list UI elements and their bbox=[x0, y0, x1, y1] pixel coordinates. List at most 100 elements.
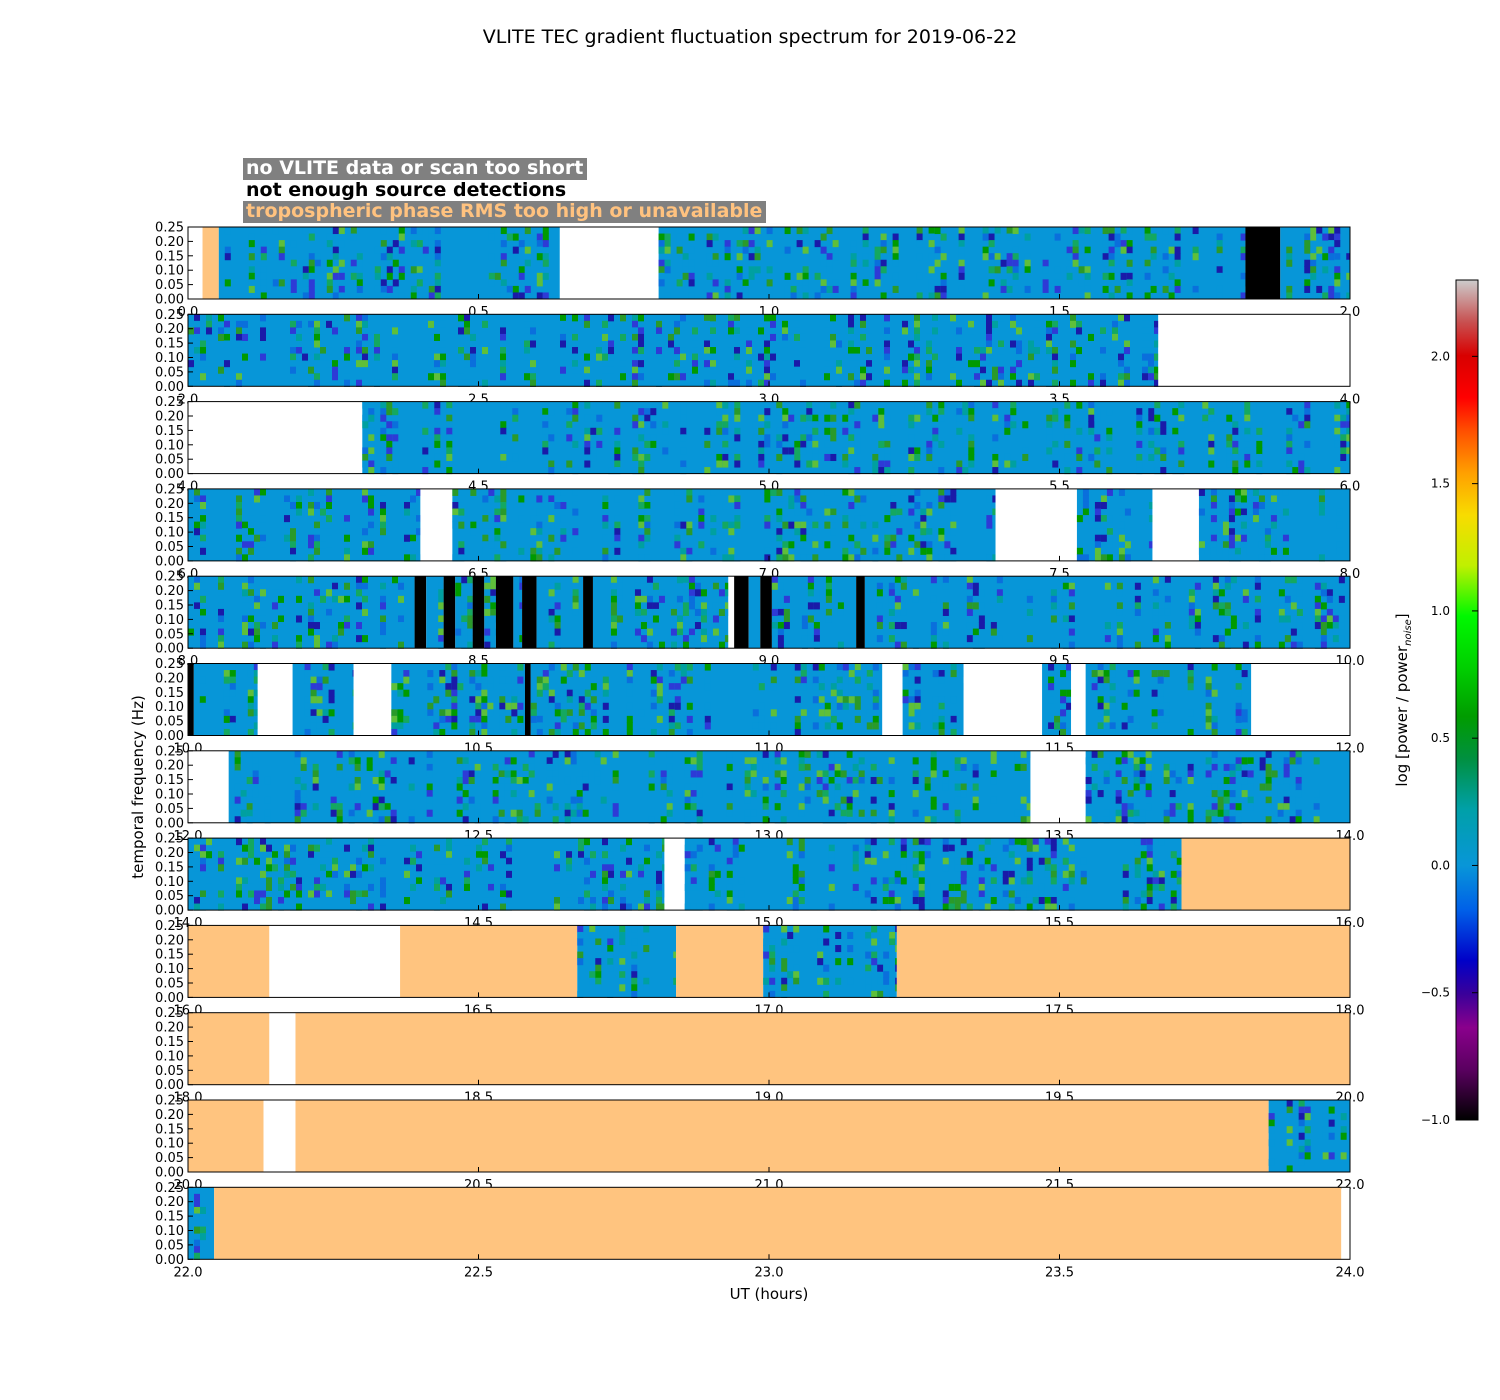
spectrum-cell bbox=[582, 770, 589, 778]
spectrum-cell bbox=[484, 582, 491, 590]
spectrum-cell bbox=[1270, 541, 1277, 549]
spectrum-cell bbox=[682, 582, 689, 590]
spectrum-cell bbox=[1336, 521, 1343, 529]
spectrum-cell bbox=[894, 883, 901, 891]
spectrum-cell bbox=[638, 554, 645, 562]
spectrum-cell bbox=[932, 327, 938, 335]
spectrum-cell bbox=[304, 728, 311, 736]
spectrum-cell bbox=[1010, 421, 1017, 429]
spectrum-cell bbox=[712, 259, 719, 267]
spectrum-cell bbox=[700, 589, 707, 597]
spectrum-cell bbox=[368, 547, 374, 555]
spectrum-cell bbox=[403, 715, 410, 723]
spectrum-cell bbox=[706, 259, 713, 267]
spectrum-cell bbox=[1028, 353, 1034, 361]
spectrum-cell bbox=[440, 360, 446, 368]
spectrum-cell bbox=[242, 320, 248, 328]
spectrum-cell bbox=[1240, 253, 1246, 261]
spectrum-cell bbox=[461, 628, 468, 636]
spectrum-cell bbox=[380, 434, 387, 442]
spectrum-cell bbox=[954, 809, 961, 817]
spectrum-cell bbox=[594, 776, 601, 785]
spectrum-cell bbox=[260, 576, 266, 584]
spectrum-cell bbox=[398, 641, 404, 649]
spectrum-cell bbox=[674, 327, 680, 335]
spectrum-cell bbox=[837, 608, 844, 616]
spectrum-cell bbox=[978, 602, 985, 610]
spectrum-cell bbox=[1235, 670, 1242, 678]
spectrum-cell bbox=[742, 259, 749, 267]
spectrum-cell bbox=[1142, 373, 1148, 381]
spectrum-cell bbox=[942, 608, 949, 616]
spectrum-cell bbox=[1088, 373, 1094, 381]
spectrum-cell bbox=[800, 663, 807, 671]
spectrum-cell bbox=[1121, 803, 1128, 811]
spectrum-cell bbox=[390, 763, 397, 771]
spectrum-cell bbox=[712, 615, 719, 623]
spectrum-cell bbox=[462, 770, 469, 778]
spectrum-cell bbox=[462, 776, 469, 785]
spectrum-cell bbox=[1124, 541, 1131, 549]
spectrum-cell bbox=[200, 495, 206, 503]
spectrum-cell bbox=[380, 447, 387, 455]
spectrum-cell bbox=[890, 508, 897, 516]
spectrum-cell bbox=[1121, 757, 1128, 765]
spectrum-cell bbox=[792, 877, 799, 885]
spectrum-cell bbox=[680, 373, 686, 381]
spectrum-cell bbox=[640, 608, 647, 616]
spectrum-cell bbox=[408, 783, 415, 791]
spectrum-cell bbox=[823, 964, 830, 972]
spectrum-cell bbox=[644, 515, 651, 523]
spectrum-cell bbox=[848, 670, 855, 678]
spectrum-cell bbox=[978, 851, 985, 859]
spectrum-cell bbox=[744, 783, 751, 791]
spectrum-cell bbox=[646, 602, 653, 610]
spectrum-cell bbox=[254, 851, 260, 859]
spectrum-cell bbox=[1062, 628, 1069, 636]
spectrum-cell bbox=[344, 379, 350, 387]
spectrum-cell bbox=[422, 272, 429, 280]
spectrum-cell bbox=[326, 608, 332, 616]
y-tick-label: 0.10 bbox=[155, 526, 184, 541]
spectrum-cell bbox=[882, 897, 889, 905]
spectrum-cell bbox=[1151, 689, 1158, 697]
spectrum-cell bbox=[451, 689, 458, 697]
spectrum-cell bbox=[391, 728, 398, 736]
spectrum-cell bbox=[290, 554, 296, 562]
spectrum-cell bbox=[676, 240, 683, 248]
spectrum-cell bbox=[278, 246, 285, 254]
spectrum-cell bbox=[956, 414, 963, 422]
spectrum-cell bbox=[1142, 353, 1148, 361]
spectrum-cell bbox=[552, 770, 559, 778]
spectrum-cell bbox=[632, 353, 638, 361]
spectrum-cell bbox=[842, 453, 849, 462]
spectrum-cell bbox=[386, 253, 393, 261]
spectrum-cell bbox=[792, 864, 799, 872]
spectrum-cell bbox=[816, 776, 823, 785]
spectrum-cell bbox=[680, 447, 687, 455]
spectrum-cell bbox=[248, 547, 254, 555]
spectrum-cell bbox=[352, 722, 354, 730]
spectrum-cell bbox=[378, 750, 385, 758]
spectrum-cell bbox=[734, 353, 740, 361]
spectrum-cell bbox=[326, 488, 332, 496]
spectrum-cell bbox=[1060, 709, 1067, 717]
spectrum-cell bbox=[664, 266, 671, 274]
spectrum-cell bbox=[518, 266, 525, 274]
spectrum-cell bbox=[722, 460, 729, 468]
spectrum-cell bbox=[1120, 227, 1127, 235]
spectrum-cell bbox=[1235, 763, 1242, 771]
spectrum-cell bbox=[566, 709, 573, 717]
spectrum-cell bbox=[832, 279, 839, 287]
spectrum-cell bbox=[362, 838, 368, 846]
spectrum-cell bbox=[1134, 582, 1141, 590]
spectrum-cell bbox=[1270, 501, 1277, 510]
spectrum-cell bbox=[1000, 259, 1007, 267]
spectrum-cell bbox=[499, 676, 506, 684]
spectrum-cell bbox=[908, 702, 915, 710]
spectrum-cell bbox=[218, 608, 224, 616]
spectrum-cell bbox=[830, 696, 837, 704]
spectrum-cell bbox=[706, 233, 713, 241]
spectrum-cell bbox=[744, 750, 751, 758]
spectrum-cell bbox=[200, 851, 206, 859]
